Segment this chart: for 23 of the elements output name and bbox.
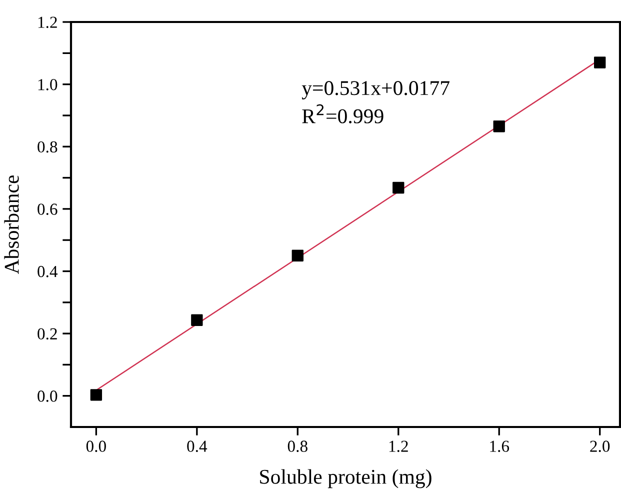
point <box>292 250 304 262</box>
x-tick-label: 0.4 <box>187 440 208 452</box>
y-tick-label: 1.0 <box>38 79 58 90</box>
x-axis-title: Soluble protein (mg) <box>260 469 432 488</box>
point <box>191 314 203 326</box>
annotation: y=0.531x+0.0177 <box>302 81 450 100</box>
y-tick-label: 0.0 <box>38 390 58 402</box>
annotation: R$^{2}$=0.999 <box>302 104 384 124</box>
x-tick-label: 0.0 <box>86 440 106 452</box>
x-tick-label: 2.0 <box>590 440 610 452</box>
x-tick-label: 0.8 <box>288 440 308 452</box>
x-tick-label: 1.6 <box>490 440 510 452</box>
point <box>493 120 505 132</box>
point <box>90 389 102 401</box>
y-tick-label: 0.6 <box>38 204 58 215</box>
y-tick-label: 0.4 <box>38 266 58 278</box>
x-tick-label: 1.2 <box>389 440 408 452</box>
y-tick-label: 1.2 <box>38 16 57 28</box>
y-tick-label: 0.2 <box>38 328 57 340</box>
point <box>594 56 606 68</box>
y-axis-title: Absorbance <box>4 175 19 274</box>
point <box>392 182 404 194</box>
y-tick-label: 0.8 <box>38 141 58 153</box>
